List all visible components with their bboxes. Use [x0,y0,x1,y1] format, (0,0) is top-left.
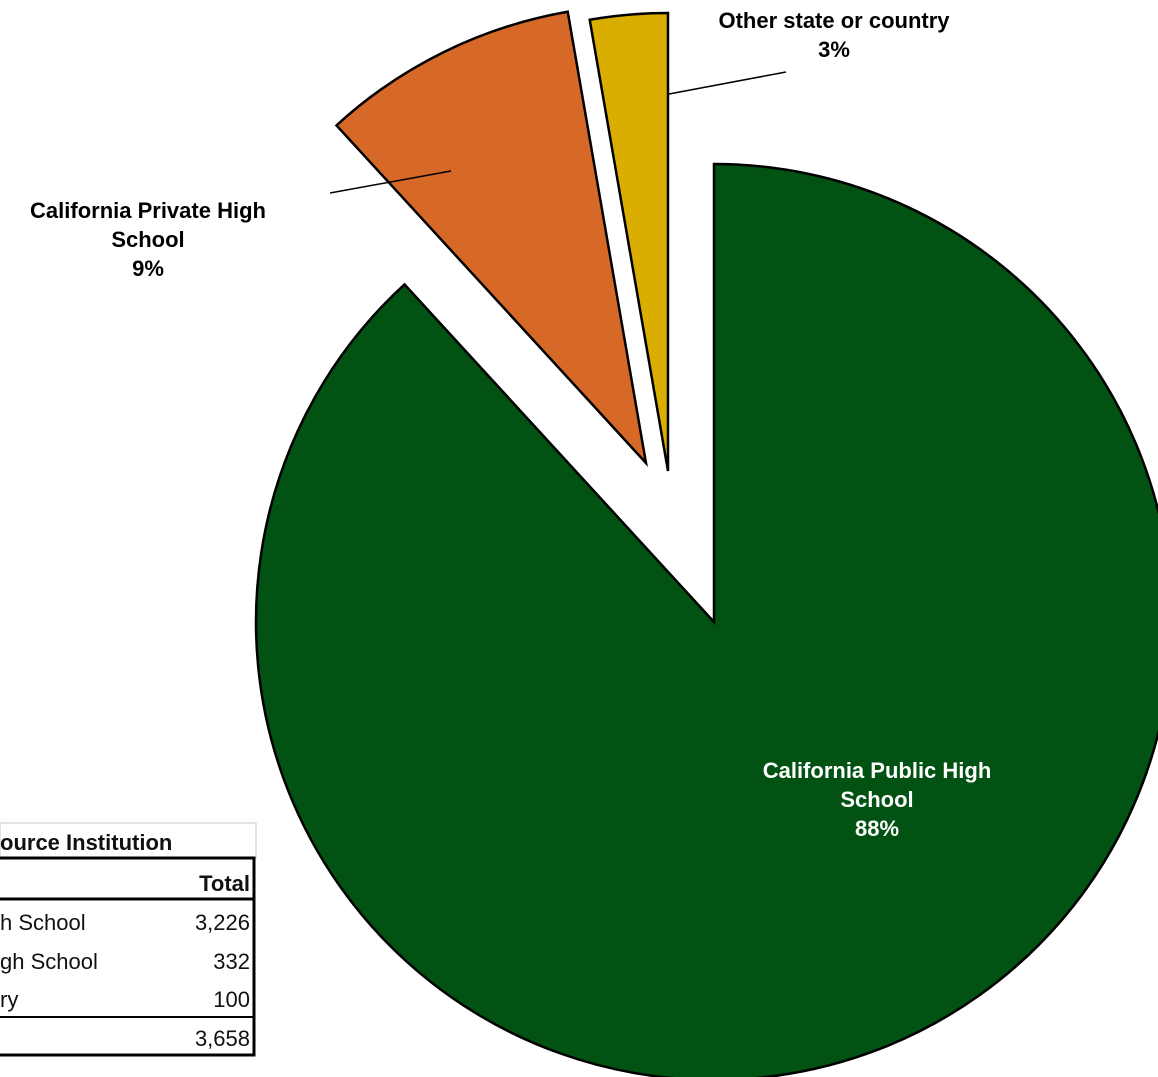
percent-label-california-public-high-school: 88% [855,816,899,841]
table-row-label: h School [0,910,86,935]
table-row-label: gh School [0,949,98,974]
pie-slice-other-state-or-country [588,11,670,472]
table-row-value: 3,658 [195,1026,250,1051]
table-row-value: 332 [213,949,250,974]
pie-slice-california-private-high-school [334,10,648,467]
table-title: ource Institution [0,830,172,855]
table-row-value: 3,226 [195,910,250,935]
percent-label-california-private-high-school: 9% [132,256,164,281]
slice-label-other-state-or-country: Other state or country [718,8,950,33]
table-header-total: Total [199,871,250,896]
leader-line-other-state-or-country [668,71,787,95]
data-table: ource Institution Total h School 3,226 gh … [0,822,257,1057]
slice-label-california-public-high-school: California Public High [763,758,992,783]
pie-slice-california-public-high-school [254,162,1158,1077]
table-row-value: 100 [213,987,250,1012]
percent-label-other-state-or-country: 3% [818,37,850,62]
pie-slices [254,10,1158,1077]
slice-label-california-private-high-school: School [111,227,184,252]
leader-lines [329,71,787,194]
leader-line-california-private-high-school [329,170,452,194]
table-border [0,856,256,1057]
slice-label-california-public-high-school: School [840,787,913,812]
table-rows: h School 3,226 gh School 332 ry 100 3,658 [0,910,250,1051]
slice-labels: California Public High School 88% Californi… [30,8,991,841]
table-title-bg [0,822,257,859]
slice-label-california-private-high-school: California Private High [30,198,266,223]
table-row-label: ry [0,987,18,1012]
